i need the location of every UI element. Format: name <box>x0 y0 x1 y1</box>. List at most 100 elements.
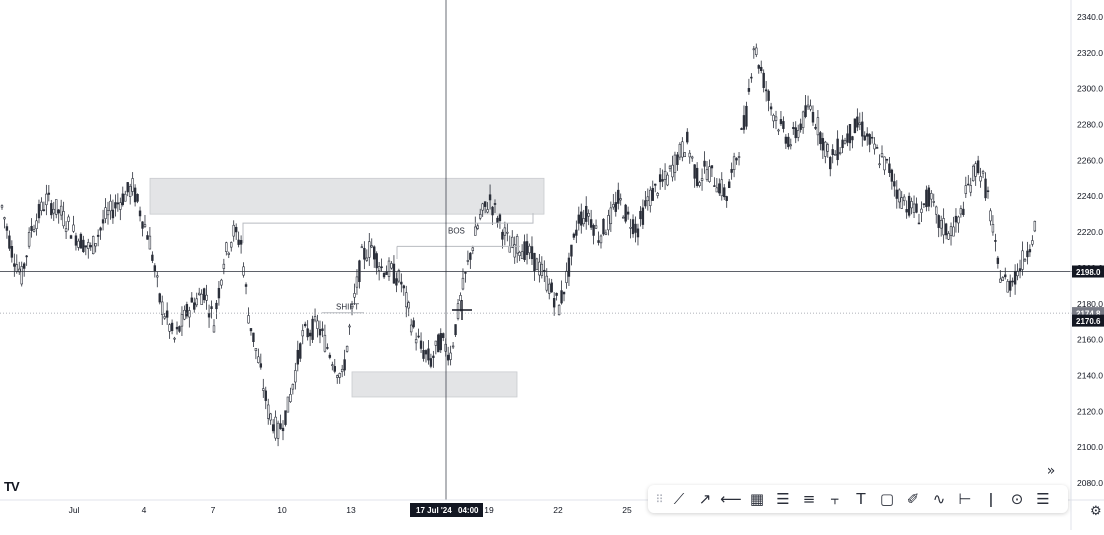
candle-body <box>890 169 894 182</box>
settings-icon[interactable]: ⚙ <box>1090 504 1102 519</box>
y-tick-label: 2320.0 <box>1077 48 1103 58</box>
expand-toolbar-icon[interactable]: » <box>1046 463 1056 479</box>
rectangle-icon[interactable]: ▢ <box>879 490 895 508</box>
candle-body <box>552 298 556 308</box>
candle-body <box>868 134 871 145</box>
candle-body <box>77 240 80 248</box>
trend-line-icon[interactable]: ⟋ <box>673 490 685 508</box>
candle-body <box>220 279 223 286</box>
crosshair-time-label: 04:00 <box>458 506 479 515</box>
candle-body <box>407 302 410 309</box>
vertical-line-icon[interactable]: ǀ <box>988 490 994 508</box>
bos-structure-line <box>242 213 534 244</box>
candle-body <box>405 292 408 308</box>
last-price-label-bg <box>1072 314 1104 327</box>
candle-body <box>128 186 132 197</box>
candle-body <box>170 322 174 331</box>
candle-body <box>530 246 534 260</box>
x-tick-label: 7 <box>211 505 216 515</box>
candle-body <box>838 151 842 154</box>
candle-body <box>488 194 492 201</box>
candle-body <box>841 139 844 149</box>
candle-body <box>592 224 595 236</box>
candle-body <box>343 359 346 371</box>
x-tick-label: 13 <box>346 505 356 515</box>
candle-body <box>395 278 398 286</box>
candle-body <box>414 339 418 344</box>
candle-body <box>927 187 931 207</box>
brush-icon[interactable]: ✐ <box>906 490 920 508</box>
candle-body <box>518 252 521 256</box>
grid-icon[interactable]: ▦ <box>749 490 765 508</box>
candle-body <box>873 143 876 150</box>
candle-body <box>84 245 88 248</box>
candle-body <box>274 416 277 439</box>
candle-body <box>338 373 341 378</box>
candle-body <box>895 189 898 199</box>
candle-body <box>382 272 386 278</box>
regression-icon[interactable]: ≡ <box>802 490 816 508</box>
x-tick-label: Jul <box>69 505 80 515</box>
candle-body <box>750 76 753 79</box>
text-icon[interactable]: T <box>856 490 866 508</box>
candle-body <box>370 245 373 248</box>
candle-body <box>222 263 226 269</box>
candle-body <box>649 189 652 206</box>
parallel-channel-icon[interactable]: ☰ <box>776 490 790 508</box>
candle-body <box>474 226 477 236</box>
horizontal-ray-icon[interactable]: ⟵ <box>720 490 742 508</box>
candle-body <box>173 337 176 340</box>
candle-body <box>392 263 396 284</box>
ray-icon[interactable]: ↗ <box>698 490 712 508</box>
candle-body <box>700 178 704 181</box>
candle-body <box>461 277 465 290</box>
candle-body <box>883 156 886 171</box>
candle-body <box>323 334 327 352</box>
x-tick-label: 19 <box>484 505 494 515</box>
candle-body <box>681 141 684 158</box>
candle-body <box>930 193 933 200</box>
candle-body <box>912 203 916 214</box>
candle-body <box>313 316 317 321</box>
candle-body <box>629 226 632 229</box>
candle-body <box>523 241 526 261</box>
candle-body <box>816 117 820 136</box>
candle-body <box>104 207 107 219</box>
candle-body <box>612 204 615 208</box>
candle-body <box>355 276 359 288</box>
path-icon[interactable]: ∿ <box>932 490 946 508</box>
candle-body <box>525 241 529 255</box>
candle-body <box>200 293 203 305</box>
candle-body <box>626 211 630 215</box>
candle-body <box>503 227 507 236</box>
candle-body <box>1004 274 1007 278</box>
candle-body <box>156 275 159 278</box>
candle-body <box>62 211 65 227</box>
candle-body <box>799 123 802 130</box>
candle-body <box>631 219 635 235</box>
candle-body <box>853 118 857 134</box>
y-tick-label: 2160.0 <box>1077 335 1103 345</box>
candle-body <box>607 215 610 231</box>
measure-icon[interactable]: ⊢ <box>958 490 972 508</box>
candle-body <box>1031 240 1034 245</box>
candle-body <box>72 224 75 232</box>
grip-icon[interactable]: ⠿ <box>655 492 663 506</box>
candle-body <box>666 174 669 186</box>
circle-icon[interactable]: ⊙ <box>1010 490 1024 508</box>
candle-body <box>742 115 746 130</box>
pitchfork-icon[interactable]: ⫟ <box>830 490 840 508</box>
candle-body <box>989 210 992 222</box>
candle-body <box>944 223 948 236</box>
candle-body <box>119 202 122 210</box>
more-tools-icon[interactable]: ☰ <box>1036 490 1050 508</box>
candle-body <box>848 124 852 144</box>
candle-body <box>464 272 467 274</box>
candle-body <box>979 176 982 182</box>
candle-body <box>609 207 613 225</box>
candle-body <box>789 144 793 147</box>
current-price-label: 2174.8 <box>1076 310 1101 319</box>
candle-body <box>952 226 955 237</box>
